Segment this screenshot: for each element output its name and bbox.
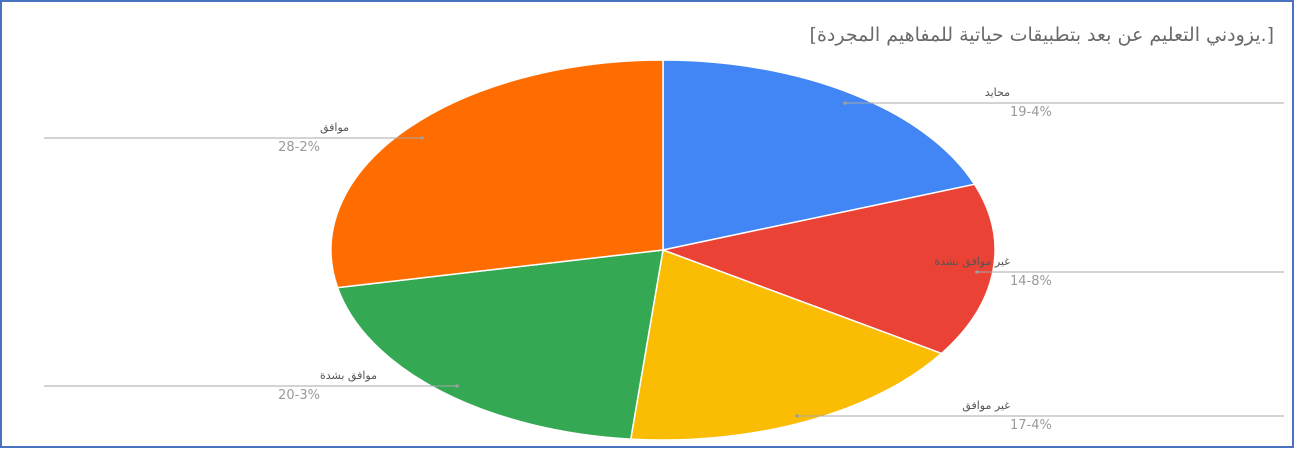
leader-dot-3 — [795, 414, 799, 418]
pie-slice-4 — [336, 249, 664, 440]
slice-label-1: محايد — [985, 86, 1010, 99]
slice-percent-5: 28-2% — [278, 140, 320, 155]
slice-label-4: موافق بشدة — [320, 369, 377, 383]
pie-slice-5 — [330, 59, 664, 289]
slice-label-5: موافق — [320, 121, 349, 135]
slice-label-3: غير موافق — [962, 399, 1010, 413]
slice-percent-1: 19-4% — [1010, 105, 1052, 120]
slice-percent-4: 20-3% — [278, 388, 320, 403]
leader-dot-4 — [455, 384, 459, 388]
leader-dot-2 — [975, 270, 979, 274]
slice-percent-2: 14-8% — [1010, 274, 1052, 289]
leader-dot-1 — [843, 101, 847, 105]
pie-slice-1 — [662, 59, 976, 251]
pie-slice-2 — [660, 183, 996, 355]
slice-percent-3: 17-4% — [1010, 418, 1052, 433]
chart-title: [.يزودني التعليم عن بعد بتطبيقات حياتية … — [809, 24, 1274, 46]
leader-dot-5 — [420, 136, 424, 140]
slice-label-2: غير موافق بشدة — [934, 255, 1010, 269]
pie-slice-3 — [629, 248, 943, 441]
